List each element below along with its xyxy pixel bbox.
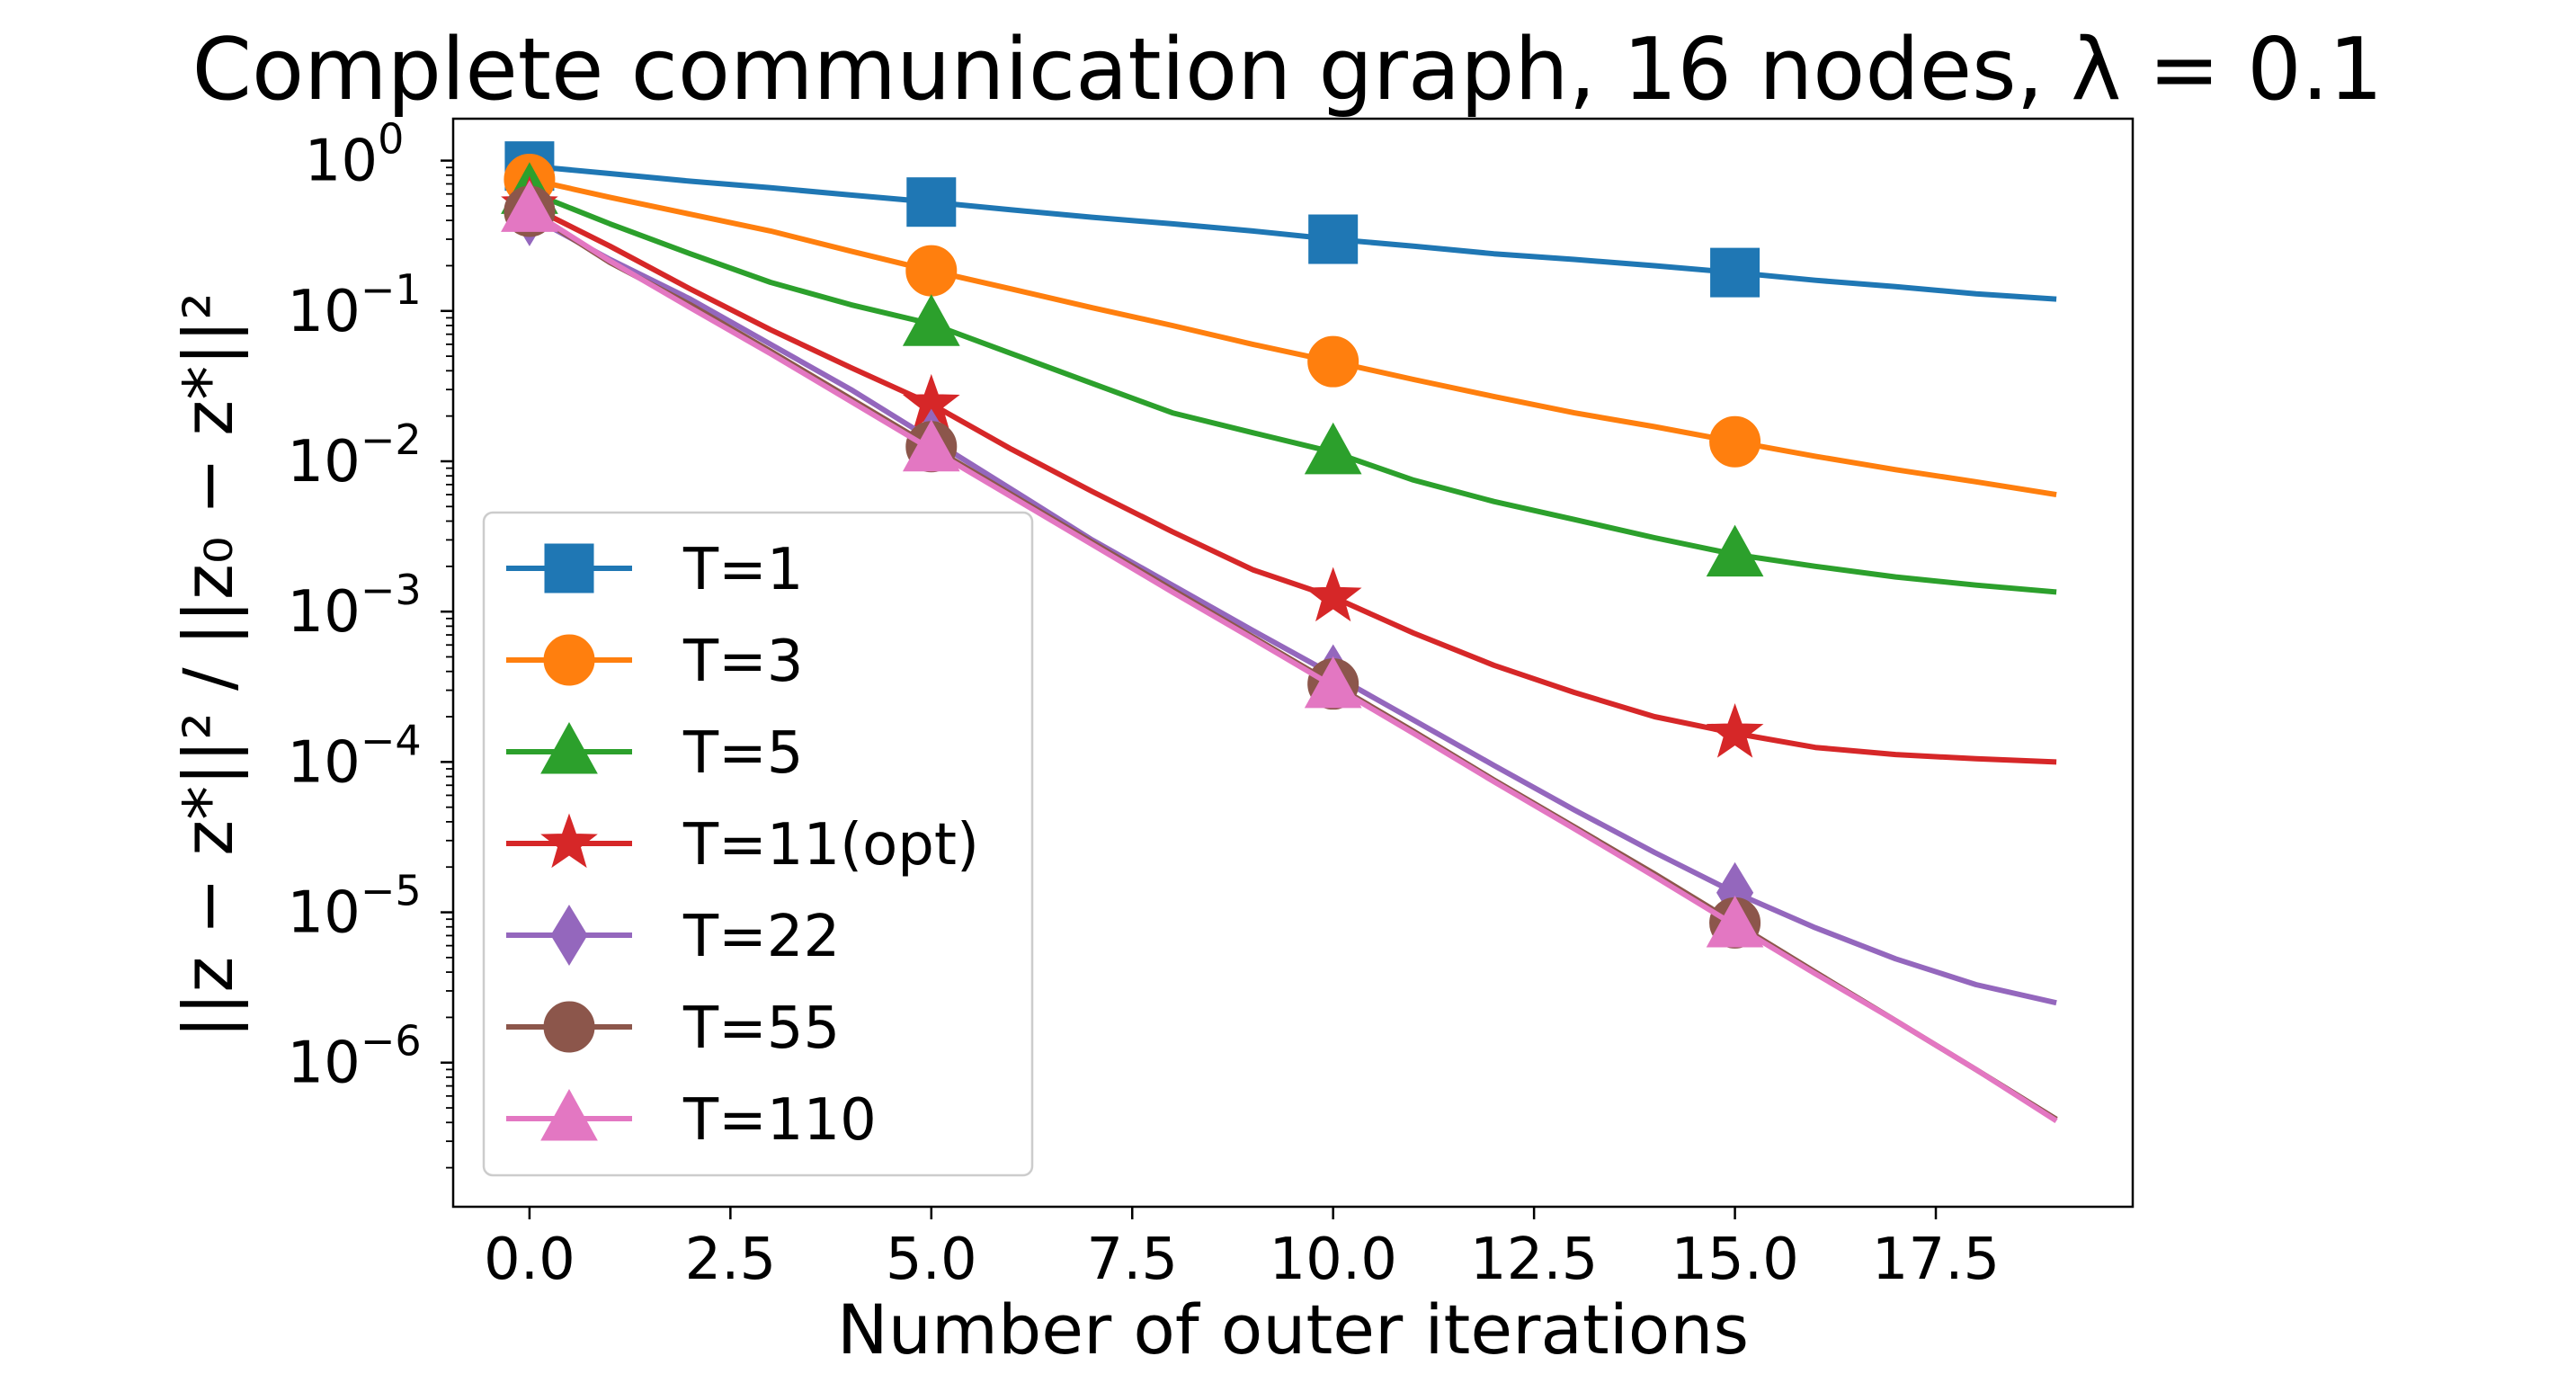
- legend-marker: [540, 1088, 598, 1141]
- y-axis-label: ||z − z*||² / ||z₀ − z*||²: [168, 292, 249, 1039]
- legend-marker: [540, 721, 598, 774]
- legend-label: T=110: [682, 1087, 877, 1154]
- x-tick-label: 7.5: [1086, 1227, 1178, 1293]
- legend-label: T=3: [682, 629, 803, 695]
- legend-item: T=22: [506, 904, 840, 970]
- x-tick-label: 5.0: [886, 1227, 977, 1293]
- series-line: [528, 189, 2057, 595]
- legend-marker: [550, 905, 588, 966]
- legend-item: T=5: [506, 720, 803, 787]
- x-axis-ticks: 0.0 2.5 5.0 7.5 10.0 12.5 15.0 17.5: [484, 1207, 2000, 1293]
- y-tick-label: 10−5: [287, 867, 421, 947]
- x-tick-label: 2.5: [684, 1227, 776, 1293]
- y-tick-label: 10−1: [287, 265, 421, 345]
- series-line: [528, 203, 2057, 765]
- legend-item: T=3: [506, 629, 803, 695]
- data-point: [1706, 703, 1764, 758]
- legend-label: T=55: [682, 995, 840, 1062]
- legend-item: T=55: [506, 995, 840, 1062]
- data-point: [1307, 335, 1359, 388]
- series-T=110: [501, 180, 2058, 1124]
- data-point: [902, 294, 960, 346]
- y-tick-label: 100: [305, 115, 405, 195]
- legend-marker: [540, 813, 598, 869]
- data-point: [1308, 214, 1359, 264]
- data-point: [1304, 567, 1362, 622]
- data-point: [1709, 415, 1761, 468]
- x-tick-label: 12.5: [1470, 1227, 1599, 1293]
- y-tick-label: 10−6: [287, 1017, 421, 1097]
- y-axis-ticks: 100 10−1 10−2 10−3 10−4 10−5 10−6: [287, 115, 453, 1169]
- data-point: [905, 245, 958, 297]
- series-line: [529, 163, 2057, 302]
- data-point: [906, 177, 957, 228]
- x-tick-label: 15.0: [1671, 1227, 1799, 1293]
- y-tick-label: 10−2: [287, 415, 421, 495]
- x-tick-label: 10.0: [1269, 1227, 1397, 1293]
- legend-item: T=1: [506, 537, 803, 603]
- data-point: [1706, 895, 1764, 948]
- x-tick-label: 17.5: [1872, 1227, 2001, 1293]
- series-line: [528, 213, 2057, 1006]
- plot-frame: [451, 117, 2135, 1209]
- legend-label: T=5: [682, 720, 803, 787]
- legend-label: T=1: [682, 537, 803, 603]
- series-layer: [501, 141, 2058, 1124]
- legend-marker: [544, 543, 594, 593]
- legend-box: [482, 511, 1034, 1177]
- data-point: [1304, 656, 1362, 709]
- x-axis-label: Number of outer iterations: [837, 1289, 1749, 1370]
- series-line: [528, 207, 2058, 1124]
- legend: T=1 T=3 T=5 T=11(opt) T=22 T=55 T=110: [482, 511, 1034, 1177]
- legend-label: T=22: [682, 904, 840, 970]
- y-tick-label: 10−3: [287, 566, 421, 646]
- series-line: [529, 176, 2057, 498]
- legend-label: T=11(opt): [682, 812, 979, 879]
- data-point: [902, 419, 960, 472]
- data-point: [501, 180, 558, 232]
- legend-item: T=11(opt): [506, 812, 979, 879]
- legend-marker: [543, 634, 595, 686]
- legend-marker: [543, 1001, 595, 1053]
- data-point: [1706, 524, 1764, 577]
- y-tick-label: 10−4: [287, 716, 421, 796]
- chart-title: Complete communication graph, 16 nodes, …: [192, 21, 2384, 120]
- x-tick-label: 0.0: [484, 1227, 575, 1293]
- legend-item: T=110: [506, 1087, 877, 1154]
- data-point: [1710, 247, 1760, 298]
- data-point: [1304, 422, 1362, 475]
